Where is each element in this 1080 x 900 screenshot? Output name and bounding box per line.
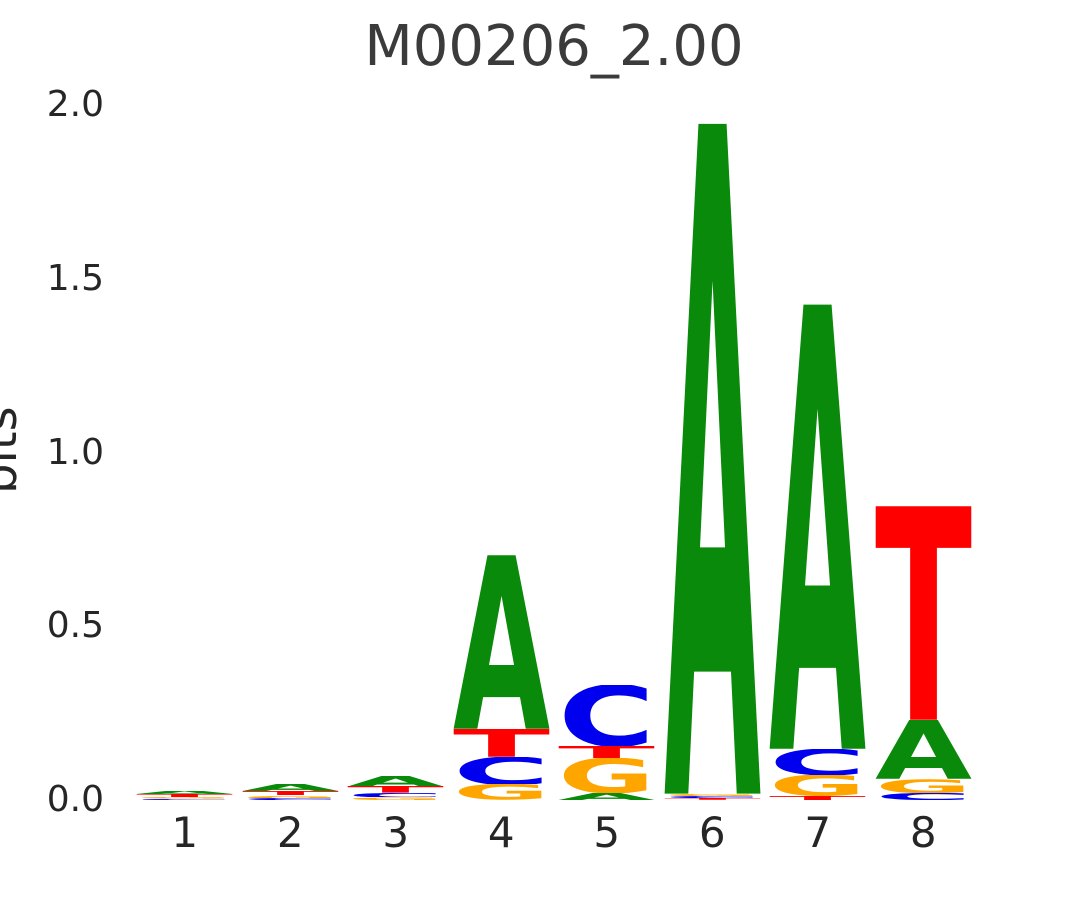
letter-glyph-C: C bbox=[664, 796, 761, 798]
letter-glyph-G: G bbox=[769, 775, 866, 796]
letter-glyph-A: A bbox=[769, 304, 866, 749]
svg-text:G: G bbox=[558, 758, 655, 793]
svg-text:G: G bbox=[453, 784, 550, 800]
letter-glyph-G: G bbox=[664, 794, 761, 796]
letter-glyph-A: A bbox=[136, 791, 233, 794]
svg-text:A: A bbox=[242, 784, 339, 791]
x-tick-label: 3 bbox=[382, 808, 410, 857]
letter-glyph-C: C bbox=[558, 685, 655, 746]
letter-glyph-G: G bbox=[875, 779, 972, 793]
x-tick-label: 6 bbox=[698, 808, 726, 857]
svg-text:A: A bbox=[769, 304, 866, 749]
svg-text:C: C bbox=[558, 685, 655, 746]
x-tick-label: 2 bbox=[276, 808, 304, 857]
letter-glyph-T: T bbox=[136, 794, 233, 797]
svg-text:C: C bbox=[242, 798, 339, 800]
letter-glyph-T: T bbox=[769, 796, 866, 800]
letter-glyph-C: C bbox=[136, 799, 233, 800]
letter-glyph-G: G bbox=[453, 784, 550, 800]
letter-glyph-T: T bbox=[347, 786, 444, 793]
letter-glyph-A: A bbox=[875, 720, 972, 779]
svg-text:T: T bbox=[453, 729, 550, 757]
letter-glyph-C: C bbox=[875, 793, 972, 800]
svg-text:T: T bbox=[664, 798, 761, 800]
svg-text:C: C bbox=[136, 799, 233, 800]
letter-glyph-A: A bbox=[242, 784, 339, 791]
x-tick-label: 5 bbox=[593, 808, 621, 857]
y-tick-label: 2.0 bbox=[46, 84, 104, 125]
letter-glyph-G: G bbox=[558, 758, 655, 793]
x-tick-label: 1 bbox=[171, 808, 199, 857]
letter-glyph-T: T bbox=[875, 506, 972, 720]
x-axis-ticks: 1 2 3 4 5 6 7 8 bbox=[132, 808, 976, 874]
letter-glyph-C: C bbox=[242, 798, 339, 800]
x-tick-label: 7 bbox=[804, 808, 832, 857]
svg-text:G: G bbox=[347, 797, 444, 800]
y-tick-label: 1.5 bbox=[46, 257, 104, 299]
svg-text:G: G bbox=[769, 775, 866, 796]
svg-text:G: G bbox=[242, 796, 339, 798]
svg-text:T: T bbox=[769, 796, 866, 800]
letter-glyph-G: G bbox=[136, 797, 233, 798]
svg-text:G: G bbox=[875, 779, 972, 793]
svg-text:A: A bbox=[558, 793, 655, 800]
letter-glyph-G: G bbox=[347, 797, 444, 800]
letter-glyph-T: T bbox=[242, 791, 339, 795]
svg-text:T: T bbox=[136, 794, 233, 797]
letter-glyph-A: A bbox=[664, 123, 761, 794]
letter-glyph-C: C bbox=[769, 749, 866, 775]
svg-text:A: A bbox=[664, 123, 761, 794]
plot-title: M00206_2.00 bbox=[364, 14, 744, 79]
x-tick-label: 4 bbox=[487, 808, 515, 857]
svg-text:G: G bbox=[136, 797, 233, 798]
letter-glyph-A: A bbox=[347, 776, 444, 786]
svg-text:T: T bbox=[347, 786, 444, 793]
letter-glyph-A: A bbox=[558, 793, 655, 800]
y-tick-label: 1.0 bbox=[46, 431, 104, 473]
y-axis-ticks: 0.0 0.5 1.0 1.5 2.0 bbox=[18, 87, 104, 818]
letter-glyph-T: T bbox=[453, 729, 550, 757]
letter-glyph-T: T bbox=[664, 798, 761, 800]
letter-glyph-C: C bbox=[453, 757, 550, 785]
svg-text:T: T bbox=[558, 746, 655, 758]
svg-text:G: G bbox=[664, 794, 761, 796]
svg-text:A: A bbox=[453, 555, 550, 729]
svg-text:C: C bbox=[664, 796, 761, 798]
letter-glyph-T: T bbox=[558, 746, 655, 758]
svg-text:C: C bbox=[347, 793, 444, 798]
letter-glyph-A: A bbox=[453, 555, 550, 729]
svg-text:C: C bbox=[453, 757, 550, 785]
x-tick-label: 8 bbox=[909, 808, 937, 857]
svg-text:A: A bbox=[875, 720, 972, 779]
svg-text:A: A bbox=[347, 776, 444, 786]
svg-text:T: T bbox=[242, 791, 339, 795]
letter-glyph-G: G bbox=[242, 796, 339, 798]
letter-glyph-C: C bbox=[347, 793, 444, 798]
svg-text:C: C bbox=[875, 793, 972, 800]
svg-text:T: T bbox=[875, 506, 972, 720]
y-tick-label: 0.0 bbox=[46, 779, 104, 820]
y-tick-label: 0.5 bbox=[46, 605, 104, 647]
svg-text:A: A bbox=[136, 791, 233, 794]
svg-text:C: C bbox=[769, 749, 866, 775]
